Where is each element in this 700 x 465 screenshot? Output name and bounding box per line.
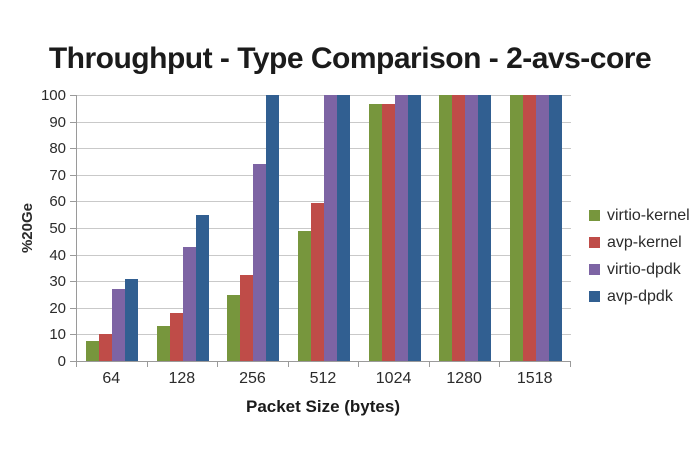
legend-item-avp-dpdk: avp-dpdk	[589, 283, 690, 310]
x-tick-label: 256	[239, 370, 266, 387]
bar-avp-dpdk-1280	[478, 95, 492, 361]
bar-virtio-kernel-1518	[509, 95, 523, 361]
bar-avp-kernel-64	[99, 334, 113, 361]
bar-avp-dpdk-128	[195, 214, 209, 361]
bar-virtio-dpdk-1518	[535, 95, 549, 361]
bar-virtio-dpdk-1280	[465, 95, 479, 361]
y-tick-mark	[70, 95, 76, 96]
legend-label: virtio-dpdk	[607, 260, 681, 278]
y-tick-label: 20	[49, 300, 66, 317]
plot-area	[76, 95, 571, 362]
y-tick-mark	[70, 201, 76, 202]
bar-virtio-kernel-1024	[368, 104, 382, 361]
legend-item-virtio-kernel: virtio-kernel	[589, 202, 690, 229]
x-tick-label: 128	[168, 370, 196, 387]
y-tick-label: 100	[40, 87, 66, 104]
bar-avp-kernel-1024	[381, 104, 395, 361]
bar-virtio-dpdk-128	[182, 246, 196, 361]
y-tick-mark	[70, 255, 76, 256]
bar-group-256	[218, 95, 289, 361]
bar-avp-dpdk-64	[125, 278, 139, 361]
legend-item-avp-kernel: avp-kernel	[589, 229, 690, 256]
x-tick-mark	[429, 362, 430, 367]
bar-virtio-dpdk-512	[323, 95, 337, 361]
x-tick-mark	[358, 362, 359, 367]
x-tick-mark	[499, 362, 500, 367]
bar-virtio-dpdk-256	[253, 164, 267, 361]
y-tick-mark	[70, 122, 76, 123]
x-tick-label: 1280	[446, 370, 482, 387]
legend-swatch-virtio-dpdk	[589, 264, 600, 275]
y-tick-mark	[70, 361, 76, 362]
legend-swatch-virtio-kernel	[589, 210, 600, 221]
bar-avp-kernel-512	[310, 202, 324, 361]
y-tick-mark	[70, 148, 76, 149]
legend: virtio-kernel avp-kernel virtio-dpdk avp-dp…	[589, 202, 690, 310]
x-tick-label: 1518	[516, 370, 553, 387]
y-tick-label: 0	[57, 353, 66, 370]
y-tick-label: 30	[49, 273, 66, 290]
bar-avp-dpdk-1024	[407, 95, 421, 361]
bar-virtio-dpdk-1024	[394, 95, 408, 361]
bar-group-64	[77, 95, 148, 361]
bar-group-1518	[500, 95, 571, 361]
y-tick-label: 10	[49, 326, 66, 343]
bar-virtio-kernel-256	[227, 294, 241, 361]
y-tick-label: 90	[49, 114, 66, 131]
y-tick-label: 70	[49, 167, 66, 184]
x-tick-mark	[570, 362, 571, 367]
bar-avp-kernel-1280	[452, 95, 466, 361]
bar-avp-kernel-1518	[522, 95, 536, 361]
y-tick-label: 50	[49, 220, 66, 237]
bar-group-1024	[359, 95, 430, 361]
y-tick-mark	[70, 281, 76, 282]
legend-label: virtio-kernel	[607, 206, 690, 224]
legend-swatch-avp-kernel	[589, 237, 600, 248]
bar-group-128	[148, 95, 219, 361]
y-tick-mark	[70, 175, 76, 176]
bar-group-512	[289, 95, 360, 361]
y-tick-mark	[70, 308, 76, 309]
y-tick-label: 40	[49, 247, 66, 264]
bar-virtio-kernel-128	[156, 326, 170, 361]
bar-virtio-dpdk-64	[112, 289, 126, 361]
x-axis-title: Packet Size (bytes)	[245, 397, 400, 416]
x-tick-mark	[217, 362, 218, 367]
bar-avp-kernel-128	[169, 313, 183, 361]
x-tick-mark	[288, 362, 289, 367]
x-tick-label: 512	[309, 370, 337, 387]
y-tick-mark	[70, 334, 76, 335]
bar-avp-dpdk-512	[336, 95, 350, 361]
legend-label: avp-kernel	[607, 233, 682, 251]
x-tick-mark	[76, 362, 77, 367]
y-tick-label: 60	[49, 193, 66, 210]
x-tick-mark	[147, 362, 148, 367]
bar-avp-kernel-256	[240, 274, 254, 361]
bar-virtio-kernel-64	[86, 341, 100, 361]
bar-group-1280	[430, 95, 501, 361]
x-tick-label: 1024	[375, 370, 412, 387]
bar-avp-dpdk-1518	[548, 95, 562, 361]
bar-avp-dpdk-256	[266, 95, 280, 361]
legend-swatch-avp-dpdk	[589, 291, 600, 302]
y-tick-mark	[70, 228, 76, 229]
legend-label: avp-dpdk	[607, 287, 673, 305]
bar-virtio-kernel-1280	[439, 95, 453, 361]
x-tick-label: 64	[102, 370, 121, 387]
legend-item-virtio-dpdk: virtio-dpdk	[589, 256, 690, 283]
y-tick-label: 80	[49, 140, 66, 157]
bar-virtio-kernel-512	[297, 230, 311, 361]
chart-title: Throughput - Type Comparison - 2-avs-cor…	[48, 42, 652, 75]
